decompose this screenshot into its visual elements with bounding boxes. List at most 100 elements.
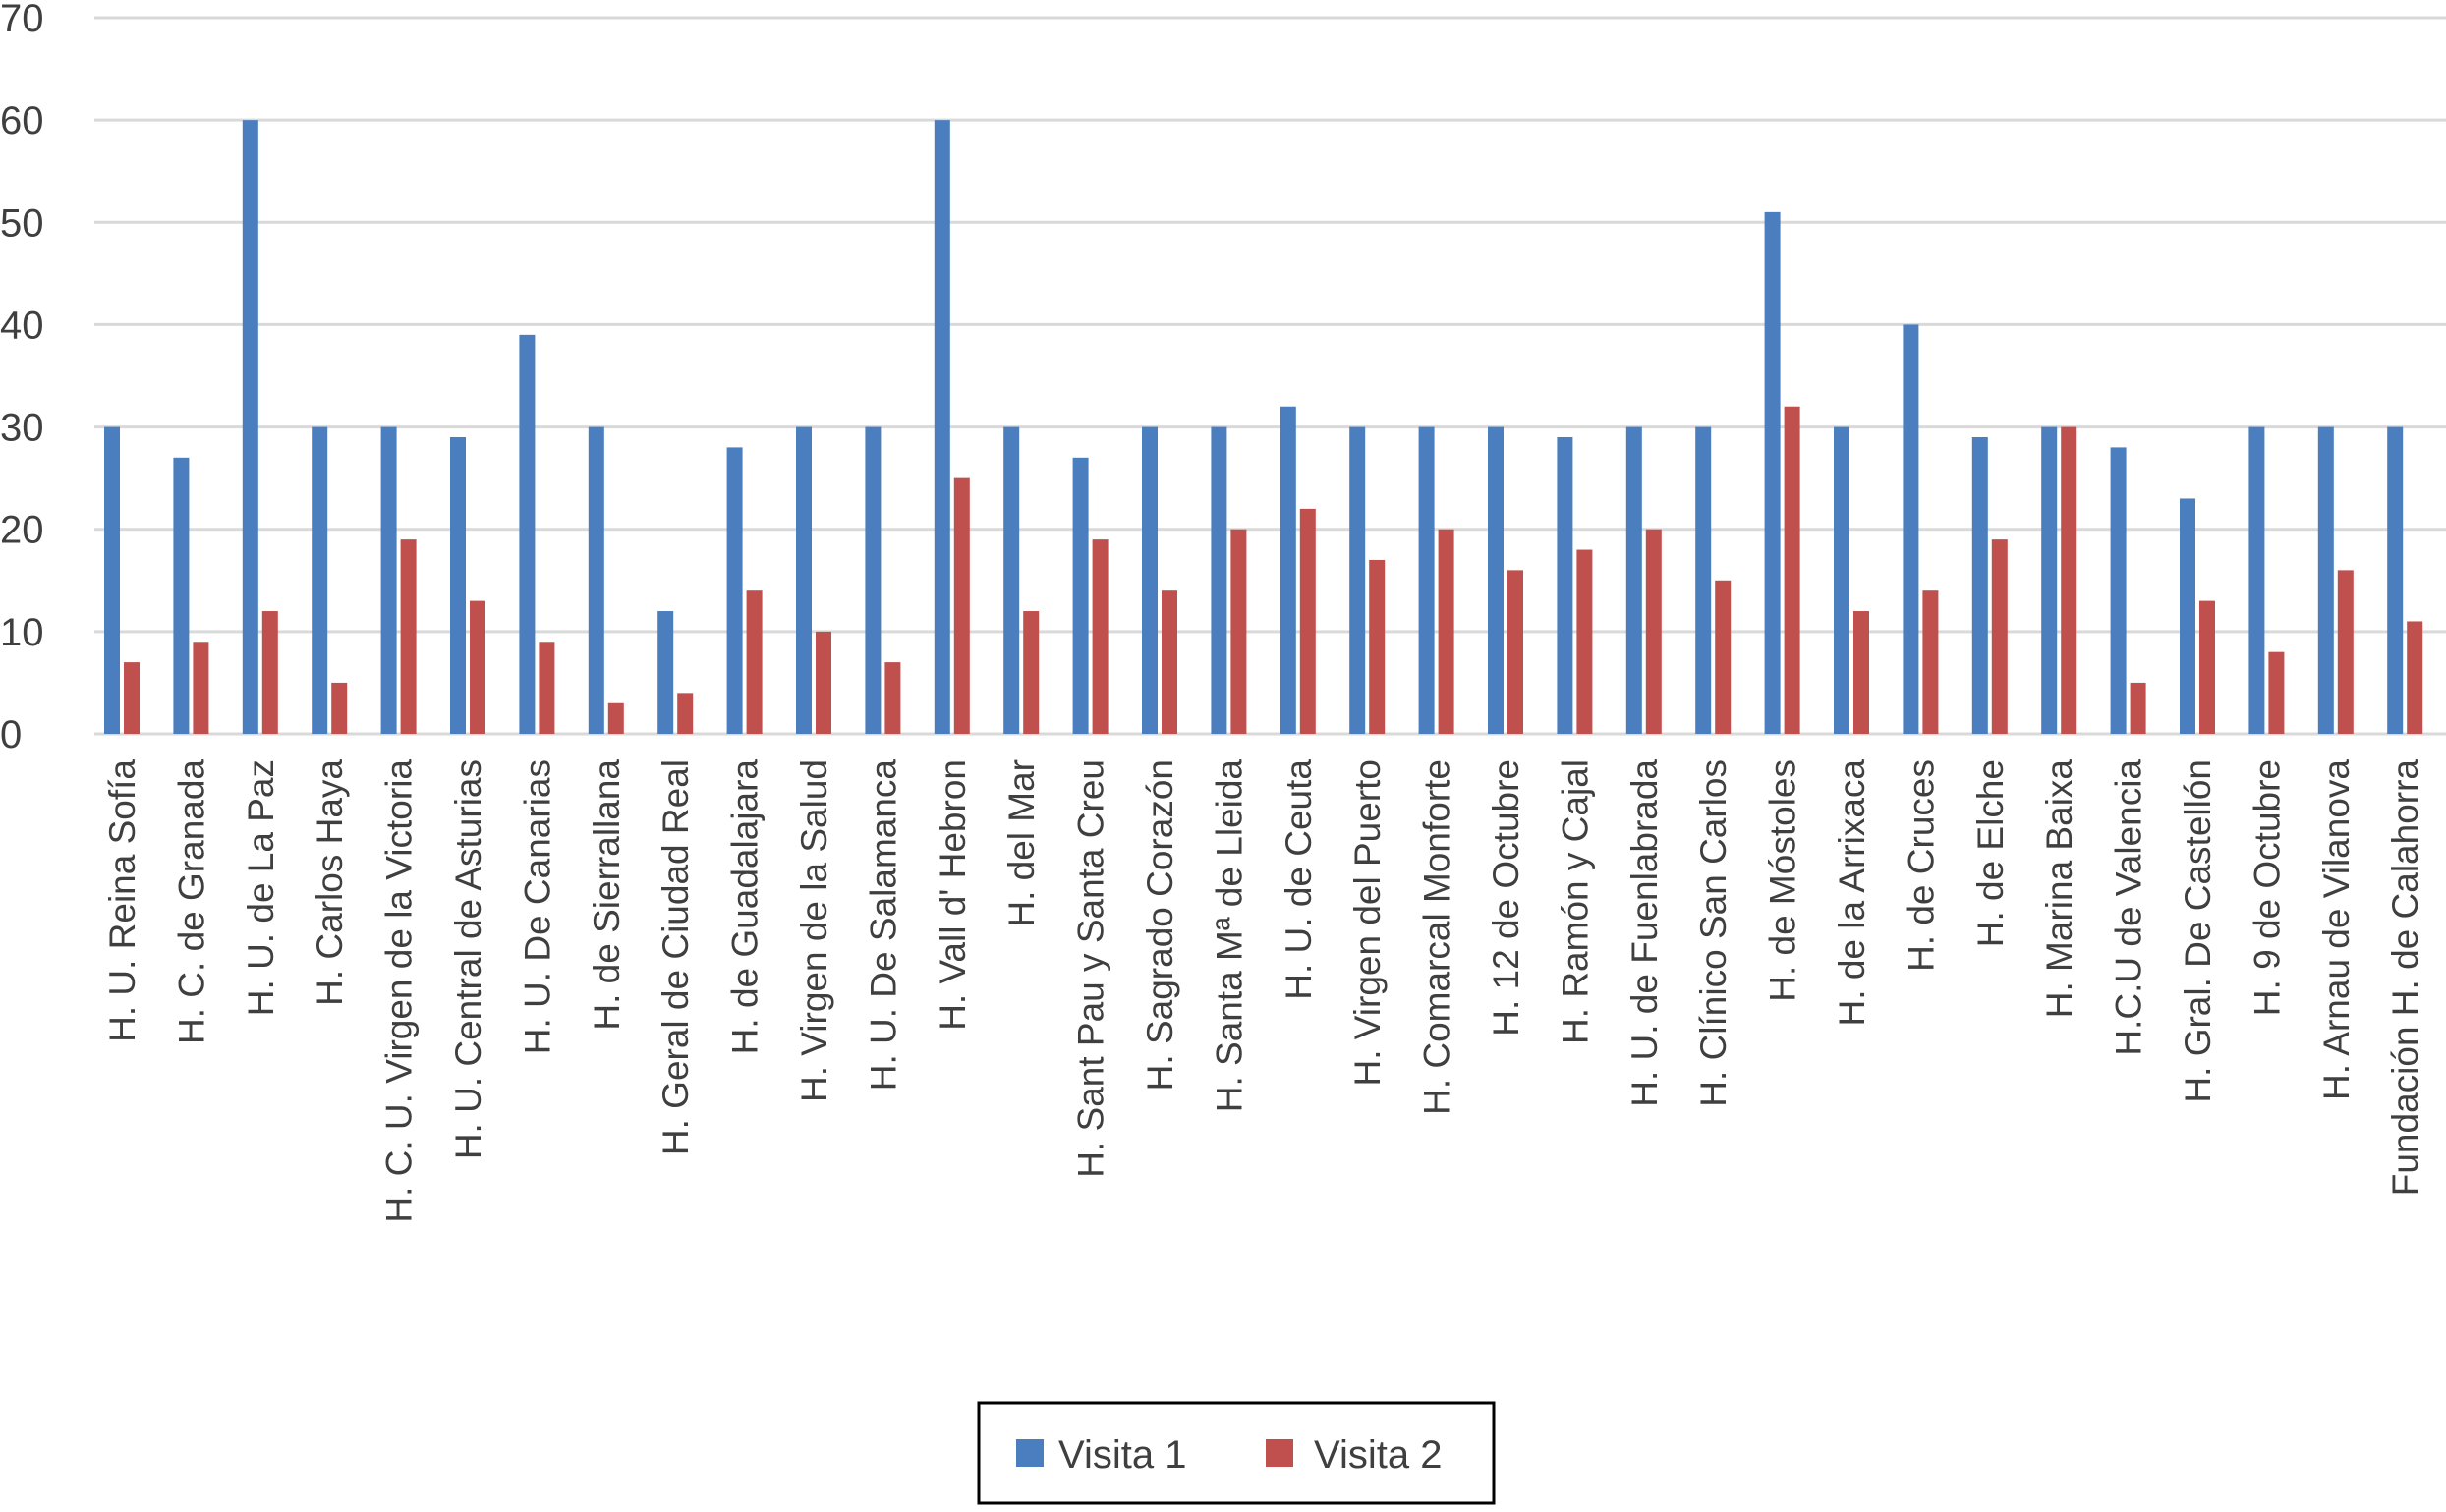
bar-visita-1 (588, 426, 604, 734)
bar-visita-1 (657, 611, 674, 734)
bar-visita-1 (2110, 447, 2127, 734)
bar-visita-2 (746, 590, 763, 734)
legend-swatch-visita-2 (1266, 1439, 1293, 1467)
x-tick-label: H. 9 de Octubre (2247, 759, 2287, 1016)
x-tick-label: H. Virgen de la Salud (794, 759, 834, 1102)
y-tick-label: 70 (0, 0, 44, 40)
x-tick-label: H. Clínico San Carlos (1693, 759, 1734, 1107)
bar-visita-1 (104, 426, 120, 734)
bar-visita-1 (2180, 498, 2195, 734)
bar-visita-2 (884, 662, 901, 734)
y-tick-label: 0 (0, 713, 22, 756)
bar-visita-2 (816, 631, 831, 734)
bar-visita-2 (261, 611, 278, 734)
bar-visita-2 (2061, 426, 2077, 734)
x-tick-label: Fundación H. de Calahorra (2385, 759, 2425, 1197)
bar-visita-2 (1438, 529, 1454, 734)
bar-visita-1 (2387, 426, 2404, 734)
bar-visita-1 (1834, 426, 1849, 734)
x-tick-label: H. U. De Salamanca (863, 759, 903, 1092)
gridlines (94, 16, 2446, 736)
bar-visita-1 (1903, 324, 1919, 734)
bar-visita-1 (1280, 406, 1296, 734)
bar-visita-2 (1299, 508, 1316, 734)
bar-visita-2 (953, 477, 970, 734)
x-tick-label: H. Comarcal Monforte (1417, 759, 1457, 1115)
bar-visita-2 (1853, 611, 1869, 734)
bar-visita-1 (1971, 436, 1988, 734)
bar-visita-2 (1991, 539, 2008, 734)
bar-visita-1 (2041, 426, 2058, 734)
bar-visita-2 (2407, 621, 2423, 734)
legend-label-visita-2: Visita 2 (1314, 1433, 1442, 1477)
bar-visita-1 (242, 120, 258, 734)
bar-visita-1 (173, 457, 190, 734)
bar-visita-2 (1092, 539, 1109, 734)
bar-visita-1 (1488, 426, 1504, 734)
legend-swatch-visita-1 (1016, 1439, 1044, 1467)
bar-visita-1 (519, 334, 536, 734)
bar-visita-2 (1369, 559, 1386, 734)
bar-visita-1 (796, 426, 812, 734)
bar-visita-1 (450, 436, 466, 734)
x-tick-label: H. U. De Canarias (517, 759, 557, 1054)
bar-visita-2 (1645, 529, 1662, 734)
bar-visita-2 (2199, 600, 2215, 734)
x-tick-label: H. U. Central de Asturias (448, 759, 488, 1159)
bar-visita-2 (1922, 590, 1939, 734)
bar-visita-2 (1162, 590, 1177, 734)
y-tick-label: 60 (0, 99, 44, 142)
x-tick-label: H. U. de La Paz (241, 759, 281, 1016)
bar-visita-2 (1715, 580, 1732, 734)
x-tick-label: H. Vall d' Hebron (933, 759, 973, 1031)
bar-visita-1 (1349, 426, 1366, 734)
x-axis-ticks: H. U. Reina Sofía H. C. de Granada H. U. d… (102, 759, 2425, 1223)
bar-visita-2 (470, 600, 485, 734)
bar-visita-1 (1211, 426, 1227, 734)
x-tick-label: H. de Guadalajara (725, 759, 766, 1055)
bar-visita-1 (865, 426, 882, 734)
bar-visita-2 (539, 642, 555, 734)
bar-visita-2 (1023, 611, 1040, 734)
x-tick-label: H. U. de Ceuta (1279, 759, 1319, 1000)
bar-visita-1 (726, 447, 743, 734)
x-tick-label: H. Arnau de Vilanova (2316, 759, 2357, 1100)
x-tick-label: H. Ramón y Cajal (1555, 759, 1595, 1044)
x-tick-label: H. U. de Fuenlabrada (1624, 759, 1665, 1107)
bar-visita-2 (2337, 570, 2354, 734)
x-tick-label: H. de Móstoles (1763, 759, 1803, 1002)
bar-visita-2 (331, 682, 348, 734)
bar-visita-1 (1695, 426, 1712, 734)
x-tick-label: H. Santa Mª de Lleida (1209, 759, 1249, 1113)
bar-visita-1 (1557, 436, 1573, 734)
x-tick-label: H. C. U. Virgen de la Victoria (379, 759, 420, 1223)
bar-visita-2 (1576, 549, 1593, 734)
x-tick-label: H. de la Arrixaca (1832, 759, 1872, 1027)
bar-visita-2 (193, 642, 209, 734)
y-tick-label: 50 (0, 201, 44, 245)
bars (104, 120, 2423, 734)
x-tick-label: H. Sant Pau y Santa Creu (1071, 759, 1111, 1178)
bar-visita-2 (607, 702, 624, 734)
bar-visita-1 (1418, 426, 1435, 734)
bar-visita-2 (2268, 651, 2285, 734)
x-tick-label: H. Marina Baixa (2039, 759, 2079, 1019)
bar-visita-2 (124, 662, 140, 734)
x-tick-label: H. Sagrado Corazón (1140, 759, 1180, 1091)
x-tick-label: H. 12 de Octubre (1486, 759, 1526, 1036)
legend: Visita 1 Visita 2 (977, 1401, 1496, 1505)
bar-visita-1 (1003, 426, 1020, 734)
x-tick-label: H. de Sierrallana (587, 759, 627, 1031)
x-tick-label: H. Virgen del Puerto (1347, 759, 1388, 1087)
bar-visita-2 (1230, 529, 1247, 734)
bar-visita-2 (1507, 570, 1523, 734)
bar-visita-1 (1142, 426, 1158, 734)
bar-visita-1 (1764, 211, 1781, 734)
bar-visita-1 (2317, 426, 2334, 734)
bar-visita-1 (1625, 426, 1642, 734)
bar-visita-2 (2130, 682, 2146, 734)
x-tick-label: H.C.U de Valencia (2109, 759, 2149, 1056)
x-tick-label: H. del Mar (1001, 759, 1042, 927)
